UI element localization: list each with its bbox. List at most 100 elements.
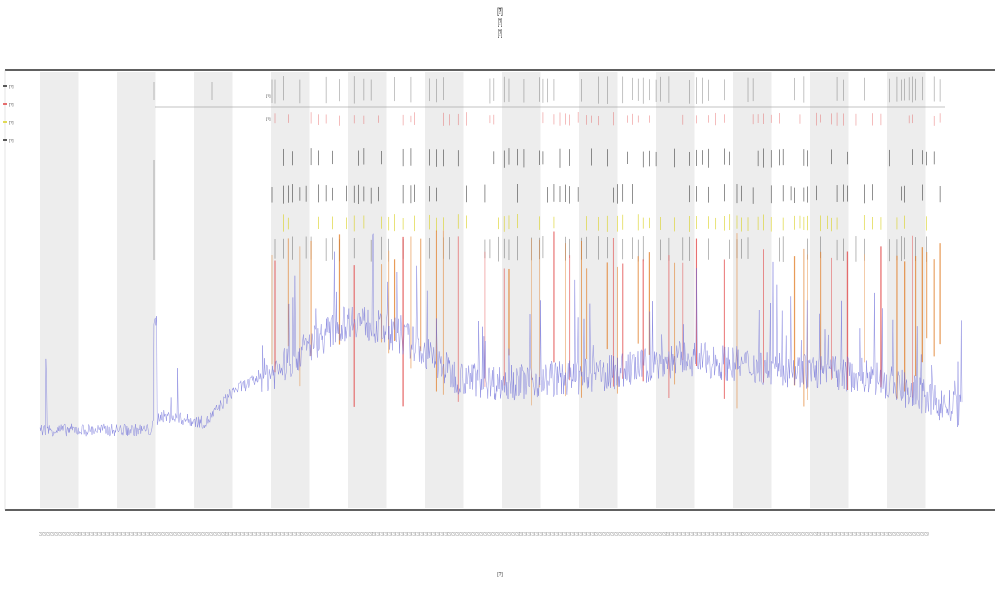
x-tick-label: [?] (687, 532, 691, 536)
x-tick-labels: [?] [?] [?] [?] [?] [?] [?] [?] [?] [?] [?] [?] [?] [… (39, 532, 929, 536)
x-tick-label: [?] (782, 532, 786, 536)
x-tick-label: [?] (413, 532, 417, 536)
x-tick-label: [?] (266, 532, 270, 536)
x-tick-label: [?] (174, 532, 178, 536)
chart-title-line-1: [?] (497, 6, 503, 16)
x-tick-label: [?] (440, 532, 444, 536)
x-tick-label: [?] (627, 532, 631, 536)
x-tick-label: [?] (162, 532, 166, 536)
x-tick-label: [?] (901, 532, 905, 536)
column-band (810, 72, 849, 508)
x-tick-label: [?] (762, 532, 766, 536)
x-tick-label: [?] (130, 532, 134, 536)
x-tick-label: [?] (619, 532, 623, 536)
x-tick-label: [?] (75, 532, 79, 536)
signal-line (39, 233, 963, 437)
x-tick-label: [?] (544, 532, 548, 536)
x-tick-label: [?] (198, 532, 202, 536)
x-tick-label: [?] (579, 532, 583, 536)
x-tick-label: [?] (913, 532, 917, 536)
x-tick-label: [?] (122, 532, 126, 536)
x-tick-label: [?] (357, 532, 361, 536)
x-tick-label: [?] (381, 532, 385, 536)
x-tick-label: [?] (754, 532, 758, 536)
x-tick-label: [?] (520, 532, 524, 536)
legend-entry-label: [?] (9, 120, 13, 125)
x-tick-label: [?] (273, 532, 277, 536)
x-tick-label: [?] (389, 532, 393, 536)
x-tick-label: [?] (750, 532, 754, 536)
x-tick-label: [?] (337, 532, 341, 536)
x-tick-label: [?] (317, 532, 321, 536)
x-tick-label: [?] (269, 532, 273, 536)
x-tick-label: [?] (858, 532, 862, 536)
x-tick-label: [?] (893, 532, 897, 536)
x-tick-label: [?] (468, 532, 472, 536)
x-tick-label: [?] (349, 532, 353, 536)
x-tick-label: [?] (111, 532, 115, 536)
x-tick-label: [?] (361, 532, 365, 536)
x-tick-label: [?] (277, 532, 281, 536)
x-tick-label: [?] (718, 532, 722, 536)
x-tick-label: [?] (448, 532, 452, 536)
chart-title-line-3: [?] (497, 28, 503, 38)
x-tick-label: [?] (524, 532, 528, 536)
x-tick-label: [?] (103, 532, 107, 536)
x-tick-label: [?] (778, 532, 782, 536)
x-tick-label: [?] (766, 532, 770, 536)
x-tick-label: [?] (838, 532, 842, 536)
x-tick-label: [?] (305, 532, 309, 536)
x-tick-label: [?] (806, 532, 810, 536)
column-band (117, 72, 156, 508)
x-tick-label: [?] (401, 532, 405, 536)
x-tick-label: [?] (540, 532, 544, 536)
x-tick-label: [?] (548, 532, 552, 536)
x-tick-label: [?] (889, 532, 893, 536)
x-tick-label: [?] (420, 532, 424, 536)
x-tick-label: [?] (854, 532, 858, 536)
x-tick-label: [?] (921, 532, 925, 536)
x-tick-label: [?] (639, 532, 643, 536)
x-tick-label: [?] (822, 532, 826, 536)
x-tick-label: [?] (484, 532, 488, 536)
x-tick-label: [?] (409, 532, 413, 536)
x-tick-label: [?] (55, 532, 59, 536)
column-band (656, 72, 695, 508)
chart-axes (4, 69, 995, 511)
x-tick-label: [?] (242, 532, 246, 536)
x-tick-label: [?] (603, 532, 607, 536)
x-tick-label: [?] (699, 532, 703, 536)
x-tick-label: [?] (794, 532, 798, 536)
column-band (271, 72, 310, 508)
x-tick-label: [?] (877, 532, 881, 536)
x-tick-label: [?] (353, 532, 357, 536)
x-tick-label: [?] (726, 532, 730, 536)
x-tick-label: [?] (226, 532, 230, 536)
x-tick-label: [?] (667, 532, 671, 536)
x-tick-label: [?] (47, 532, 51, 536)
x-tick-label: [?] (345, 532, 349, 536)
x-tick-label: [?] (591, 532, 595, 536)
legend-entry-label: [?] (9, 138, 13, 143)
x-tick-label: [?] (881, 532, 885, 536)
x-tick-label: [?] (325, 532, 329, 536)
x-tick-label: [?] (651, 532, 655, 536)
x-tick-label: [?] (659, 532, 663, 536)
x-tick-label: [?] (500, 532, 504, 536)
x-tick-label: [?] (79, 532, 83, 536)
x-tick-label: [?] (834, 532, 838, 536)
x-tick-label: [?] (95, 532, 99, 536)
x-tick-label: [?] (556, 532, 560, 536)
x-tick-label: [?] (281, 532, 285, 536)
x-tick-label: [?] (532, 532, 536, 536)
x-tick-label: [?] (194, 532, 198, 536)
x-tick-label: [?] (611, 532, 615, 536)
x-tick-label: [?] (711, 532, 715, 536)
x-tick-label: [?] (416, 532, 420, 536)
x-tick-label: [?] (309, 532, 313, 536)
x-tick-label: [?] (146, 532, 150, 536)
column-band (733, 72, 772, 508)
x-tick-label: [?] (504, 532, 508, 536)
column-band (579, 72, 618, 508)
